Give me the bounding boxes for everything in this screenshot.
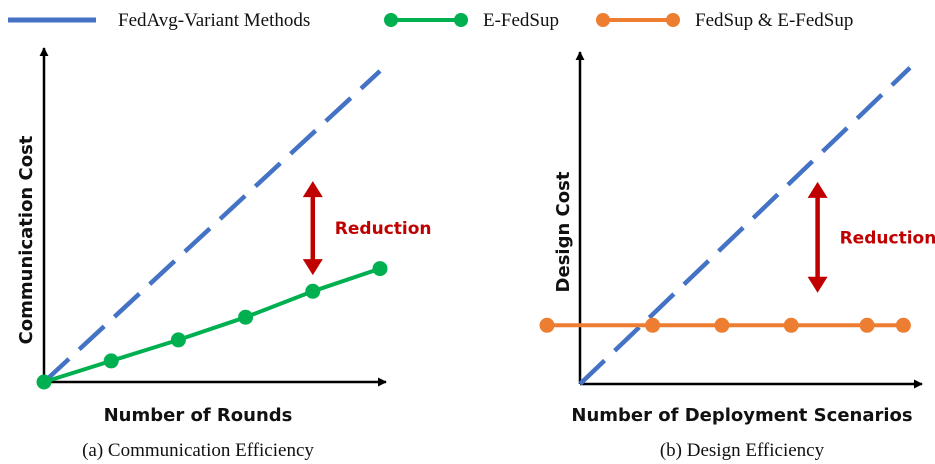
panel-b-reduction-arrow-head-down xyxy=(807,276,828,293)
panel-b-series-fedsup-e-fedsup-point-2 xyxy=(714,317,730,333)
panel-a-series-fedavg-variant-methods-line xyxy=(42,69,382,384)
legend-item-efedsup: E-FedSup xyxy=(384,10,559,31)
panel-a-series-e-fedsup-point-1 xyxy=(103,353,119,369)
panel-b-reduction-arrow-head-up xyxy=(807,181,828,198)
panel-a-reduction-arrow-head-down xyxy=(302,259,323,276)
panel-a-x-axis-title: Number of Rounds xyxy=(104,405,293,426)
panel-a-series-e-fedsup-point-5 xyxy=(372,261,388,277)
legend-item-fedsup: FedSup & E-FedSup xyxy=(596,10,853,31)
panel-a-series-e-fedsup-point-2 xyxy=(170,332,186,348)
panel-a-reduction-label: Reduction xyxy=(335,219,432,239)
panel-b-series-fedavg-variant-methods-line xyxy=(578,66,912,386)
panel-a-reduction-arrow-head-up xyxy=(302,181,323,198)
panel-a-y-axis-title: Communication Cost xyxy=(16,135,37,344)
legend-marker-fedsup-right xyxy=(666,13,680,27)
legend-label-efedsup: E-FedSup xyxy=(483,10,559,31)
panel-a: Reduction Communication Cost Number of R… xyxy=(16,47,432,461)
panel-b-series-fedsup-e-fedsup-point-1 xyxy=(645,317,661,333)
legend-item-fedavg: FedAvg-Variant Methods xyxy=(8,10,310,31)
panel-b-series-fedsup-e-fedsup-point-5 xyxy=(895,317,911,333)
panel-b-reduction-label: Reduction xyxy=(840,228,935,248)
legend-marker-efedsup-left xyxy=(384,13,398,27)
legend-marker-fedsup-left xyxy=(596,13,610,27)
panel-a-series-e-fedsup-point-0 xyxy=(36,374,52,390)
legend: FedAvg-Variant Methods E-FedSup FedSup &… xyxy=(8,10,853,31)
panel-a-series-e-fedsup-point-3 xyxy=(238,309,254,325)
panel-a-series-e-fedsup-line xyxy=(43,266,381,384)
legend-label-fedsup: FedSup & E-FedSup xyxy=(695,10,853,31)
panel-b-series-fedsup-e-fedsup-point-3 xyxy=(783,317,799,333)
panel-b-x-axis-title: Number of Deployment Scenarios xyxy=(571,405,912,426)
panel-a-caption: (a) Communication Efficiency xyxy=(82,440,314,461)
legend-label-fedavg: FedAvg-Variant Methods xyxy=(118,10,310,31)
panel-a-plot: Reduction xyxy=(36,69,432,390)
panel-a-series-e-fedsup-point-4 xyxy=(305,283,321,299)
legend-marker-efedsup-right xyxy=(454,13,468,27)
panel-b: Reduction Design Cost Number of Deployme… xyxy=(539,51,935,461)
panel-b-y-axis-title: Design Cost xyxy=(553,171,574,292)
panel-b-series-fedsup-e-fedsup-point-0 xyxy=(539,317,555,333)
panel-b-caption: (b) Design Efficiency xyxy=(660,440,825,461)
panel-b-series-fedsup-e-fedsup-point-4 xyxy=(859,317,875,333)
panel-b-plot: Reduction xyxy=(539,66,935,386)
